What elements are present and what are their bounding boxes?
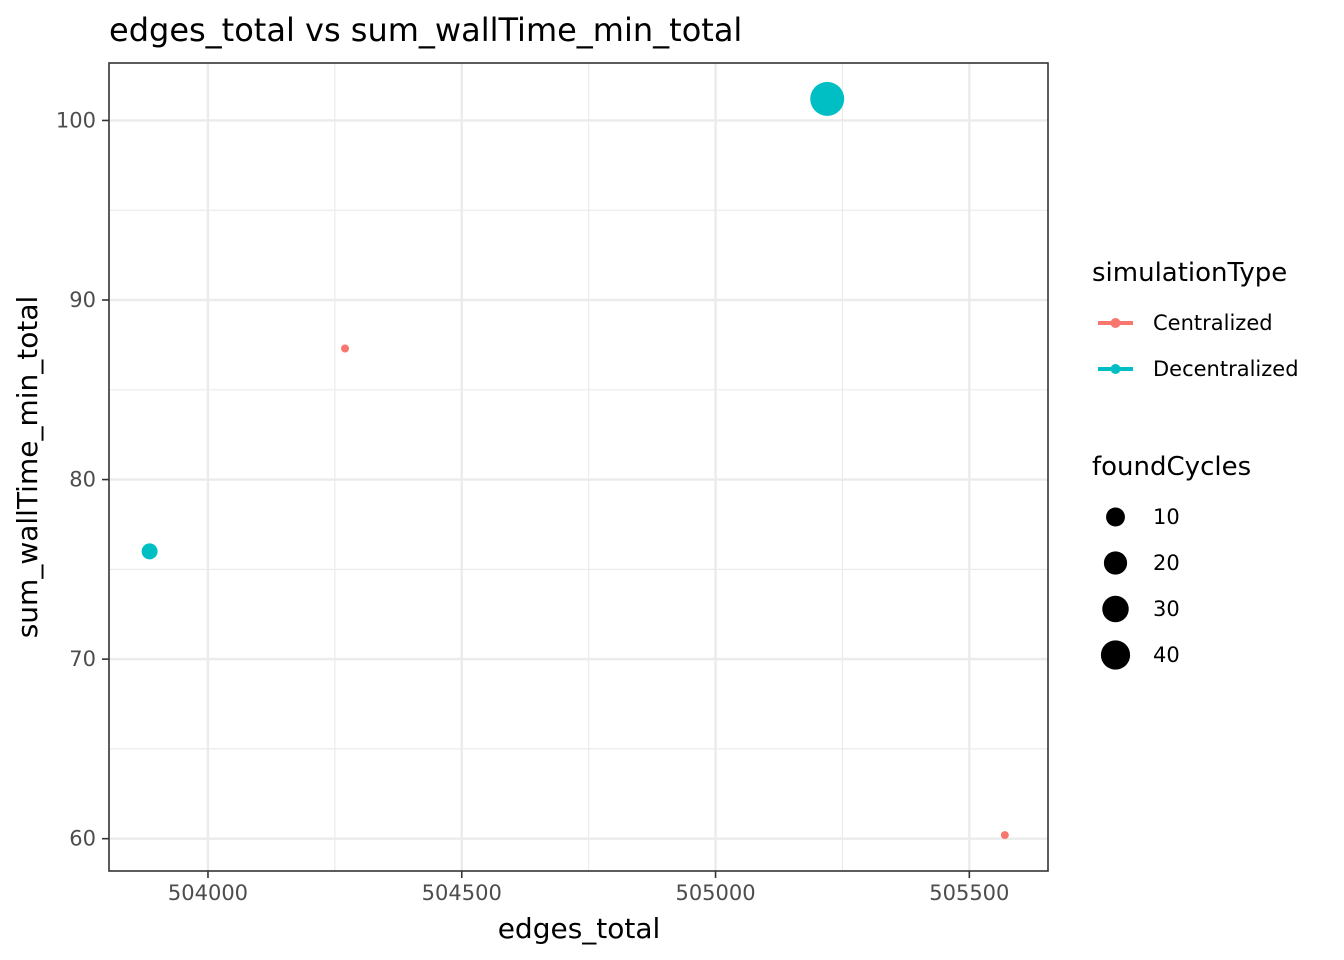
data-point: [1000, 831, 1009, 840]
chart-title: edges_total vs sum_wallTime_min_total: [109, 11, 742, 49]
legend-size-point: [1106, 507, 1125, 527]
legend-label: Centralized: [1153, 311, 1273, 335]
legend-key-point: [1110, 364, 1121, 374]
size-legend-title: foundCycles: [1092, 452, 1251, 482]
x-tick-label: 504000: [168, 881, 248, 905]
x-axis-title: edges_total: [498, 912, 661, 945]
x-tick-label: 505500: [929, 881, 1009, 905]
y-axis-title: sum_wallTime_min_total: [11, 296, 44, 639]
major-gridlines: [109, 63, 1048, 871]
data-points: [141, 81, 1009, 840]
y-tick-label: 60: [69, 827, 96, 851]
data-point: [341, 344, 350, 353]
y-tick-label: 80: [69, 468, 96, 492]
legend-label: 10: [1153, 505, 1180, 529]
minor-gridlines: [109, 63, 1048, 871]
legend-label: 20: [1153, 551, 1180, 575]
size-legend: foundCycles 10 20 30 40: [1092, 452, 1251, 670]
legend-label: Decentralized: [1153, 357, 1299, 381]
x-axis-ticks: 504000 504500 505000 505500: [168, 871, 1009, 905]
data-point: [810, 81, 845, 116]
legend-size-point: [1102, 595, 1129, 623]
x-tick-label: 505000: [675, 881, 755, 905]
y-tick-label: 100: [56, 108, 96, 132]
plot-panel: [109, 63, 1048, 871]
legend-size-point: [1103, 551, 1128, 575]
x-tick-label: 504500: [422, 881, 502, 905]
y-tick-label: 90: [69, 288, 96, 312]
data-point: [141, 543, 158, 560]
y-tick-label: 70: [69, 647, 96, 671]
color-legend: simulationType Centralized Decentralized: [1092, 258, 1299, 381]
legend-label: 40: [1153, 643, 1180, 667]
y-axis-ticks: 60 70 80 90 100: [56, 108, 109, 851]
legend-key-point: [1110, 318, 1121, 328]
color-legend-title: simulationType: [1092, 258, 1287, 288]
legend-label: 30: [1153, 597, 1180, 621]
plot-border: [108, 62, 1049, 872]
legend-size-point: [1100, 640, 1131, 670]
